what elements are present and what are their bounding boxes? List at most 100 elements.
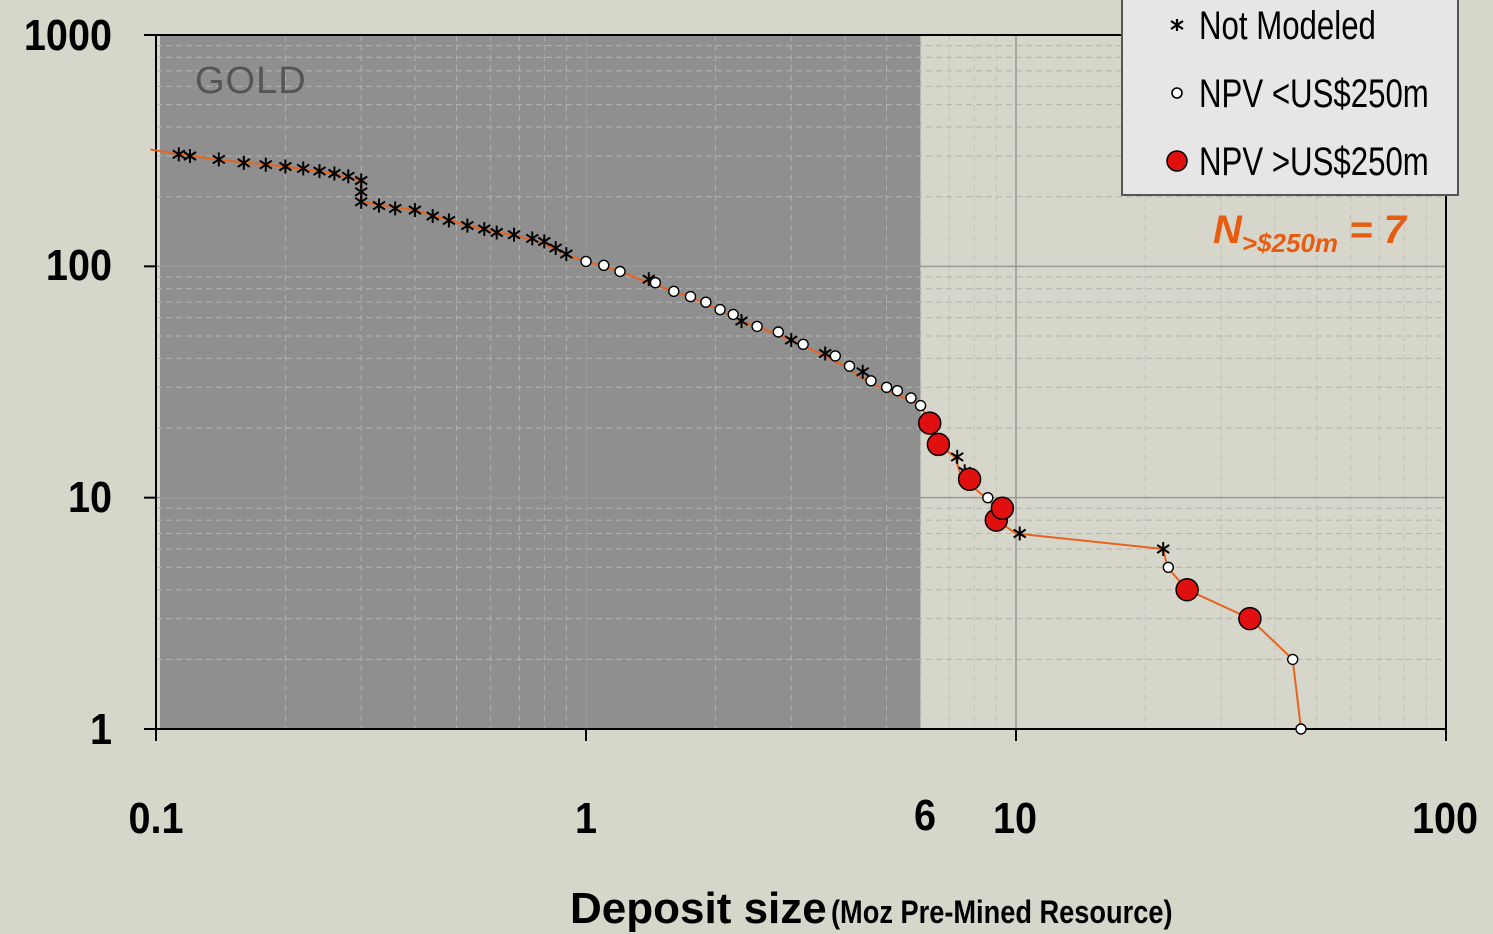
marker-stroke (460, 220, 474, 231)
not-modeled-point (537, 234, 551, 249)
marker-stroke (172, 149, 186, 160)
marker-stroke (212, 154, 226, 165)
not-modeled-point (372, 198, 386, 213)
marker-stroke (1013, 528, 1027, 539)
marker-stroke (388, 203, 402, 214)
x-axis-unit: (Moz Pre-Mined Resource) (831, 894, 1173, 930)
not-modeled-point (237, 155, 251, 170)
not-modeled-point (442, 213, 456, 228)
legend-label: NPV <US$250m (1199, 72, 1429, 116)
marker-stroke (327, 168, 341, 179)
marker-stroke (341, 171, 355, 182)
npv-low-point (727, 308, 739, 321)
marker-stroke (559, 249, 573, 259)
y-tick-label: 1 (89, 705, 112, 754)
not-modeled-point (477, 222, 491, 236)
marker-stroke (642, 274, 656, 285)
marker-stroke (734, 316, 749, 326)
not-modeled-point (312, 164, 327, 179)
npv-low-point (865, 375, 877, 387)
npv-low-point (1286, 653, 1299, 666)
marker-stroke (950, 452, 964, 462)
legend-label: NPV >US$250m (1199, 140, 1429, 184)
marker-stroke (537, 236, 551, 247)
not-modeled-point (296, 161, 310, 176)
legend-item-npv-low: NPV <US$250m (1123, 64, 1457, 124)
y-tick-label: 100 (45, 241, 112, 290)
not-modeled-point (278, 159, 292, 174)
not-modeled-point (525, 231, 539, 246)
not-modeled-point (341, 169, 355, 184)
npv-high-point (917, 411, 942, 435)
npv-low-point (751, 320, 763, 333)
marker-stroke (784, 335, 798, 345)
not-modeled-point (734, 314, 749, 329)
npv-low-point (982, 492, 994, 504)
npv-low-point (797, 338, 809, 350)
marker-stroke (490, 227, 504, 238)
npv-low-point (580, 255, 592, 268)
npv-low-point (905, 392, 917, 404)
annotation-sub: >$250m (1241, 228, 1339, 258)
npv-low-point (914, 399, 927, 412)
not-modeled-point (426, 209, 440, 223)
marker-stroke (183, 151, 197, 161)
circle-marker-icon (1171, 87, 1183, 99)
npv-low-point (891, 385, 904, 397)
marker-stroke (278, 161, 292, 172)
not-modeled-point (259, 157, 273, 172)
marker-stroke (818, 348, 832, 359)
marker-stroke (426, 211, 440, 221)
npv-low-point (598, 259, 610, 271)
npv-low-point (1162, 561, 1175, 573)
npv-low-point (700, 296, 712, 308)
x-tick-label: 100 (1411, 794, 1479, 843)
y-tick-label: 10 (67, 473, 112, 522)
npv-low-point (649, 277, 662, 289)
red-circle-marker-icon (1166, 150, 1188, 172)
region-label: GOLD (195, 60, 307, 102)
y-tick-label: 1000 (23, 11, 112, 60)
npv-low-point (772, 326, 784, 338)
npv-high-point (1238, 606, 1262, 631)
shaded-region (160, 35, 921, 729)
x-tick-label: 10 (992, 794, 1038, 843)
not-modeled-point (549, 241, 563, 255)
x-tick-label: 1 (574, 794, 598, 843)
not-modeled-point (460, 218, 474, 233)
not-modeled-point (559, 247, 573, 262)
npv-high-point (1175, 577, 1199, 602)
marker-stroke (442, 215, 456, 226)
not-modeled-point (408, 203, 422, 218)
not-modeled-point (183, 149, 197, 163)
marker-stroke (354, 175, 368, 186)
marker-stroke (372, 200, 386, 211)
count-annotation: N>$250m = 7 (1213, 208, 1406, 259)
npv-high-point (926, 432, 951, 457)
marker-stroke (525, 233, 539, 244)
npv-low-point (684, 290, 697, 303)
npv-low-point (714, 303, 726, 316)
npv-high-point (957, 467, 982, 492)
npv-low-point (1295, 723, 1307, 735)
not-modeled-point (507, 227, 521, 242)
annotation-tail: = 7 (1338, 208, 1406, 252)
npv-low-point (668, 285, 680, 297)
not-modeled-point (950, 449, 964, 464)
npv-low-point (614, 265, 626, 278)
legend: Not Modeled NPV <US$250m NPV >US$250m (1121, 0, 1459, 196)
npv-low-point (843, 360, 856, 372)
npv-high-point (990, 496, 1015, 521)
npv-low-point (829, 350, 841, 362)
marker-stroke (312, 166, 327, 176)
not-modeled-point (172, 147, 186, 162)
marker-stroke (354, 196, 368, 207)
marker-stroke (408, 205, 422, 215)
not-modeled-point (388, 201, 402, 216)
marker-stroke (237, 158, 251, 168)
not-modeled-point (354, 194, 368, 209)
x-axis-label: Deposit size (Moz Pre-Mined Resource) (570, 884, 1233, 934)
not-modeled-point (212, 152, 226, 167)
marker-stroke (507, 229, 521, 240)
annotation-main: N (1213, 208, 1242, 252)
